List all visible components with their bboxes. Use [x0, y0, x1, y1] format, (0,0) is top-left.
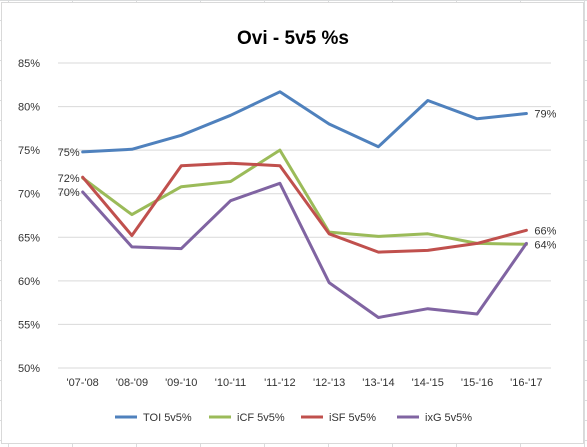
legend: TOI 5v5% iCF 5v5% iSF 5v5% ixG 5v5%: [115, 412, 472, 424]
x-tick-label: '07-'08: [66, 377, 98, 389]
legend-label: iSF 5v5%: [329, 412, 376, 424]
x-tick-label: '16-'17: [510, 377, 542, 389]
x-tick-label: '15-'16: [461, 377, 493, 389]
x-tick-label: '09-'10: [165, 377, 197, 389]
x-tick-label: '10-'11: [215, 377, 247, 389]
series-line-1: [81, 90, 528, 154]
x-tick-label: '08-'09: [116, 377, 148, 389]
y-tick-label: 60%: [18, 276, 40, 288]
y-tick-label: 65%: [18, 232, 40, 244]
y-tick-label: 70%: [18, 189, 40, 201]
series-line-4: [81, 181, 528, 319]
series-lines: [81, 90, 528, 319]
data-label: 66%: [534, 225, 556, 237]
data-label: 72%: [58, 173, 80, 185]
x-tick-label: '14-'15: [412, 377, 444, 389]
x-tick-label: '11-'12: [264, 377, 296, 389]
legend-label: ixG 5v5%: [425, 412, 472, 424]
series-line-3: [81, 161, 528, 254]
data-label: 64%: [534, 239, 556, 251]
legend-label: TOI 5v5%: [143, 412, 192, 424]
chart-title: Ovi - 5v5 %s: [237, 28, 349, 49]
y-tick-label: 75%: [18, 145, 40, 157]
x-tick-label: '13-'14: [362, 377, 394, 389]
legend-label: iCF 5v5%: [237, 412, 285, 424]
y-tick-label: 85%: [18, 58, 40, 70]
y-tick-label: 80%: [18, 102, 40, 114]
y-tick-label: 50%: [18, 363, 40, 375]
data-label: 70%: [58, 187, 80, 199]
axes: 50% 55% 60% 65% 70% 75% 80% 85% '07-'08 '08-'09 '0…: [18, 58, 543, 389]
data-label: 75%: [58, 147, 80, 159]
data-labels: 75% 79% 72% 64% 66% 70%: [58, 109, 557, 252]
y-tick-label: 55%: [18, 319, 40, 331]
data-label: 79%: [534, 109, 556, 121]
x-tick-label: '12-'13: [313, 377, 345, 389]
